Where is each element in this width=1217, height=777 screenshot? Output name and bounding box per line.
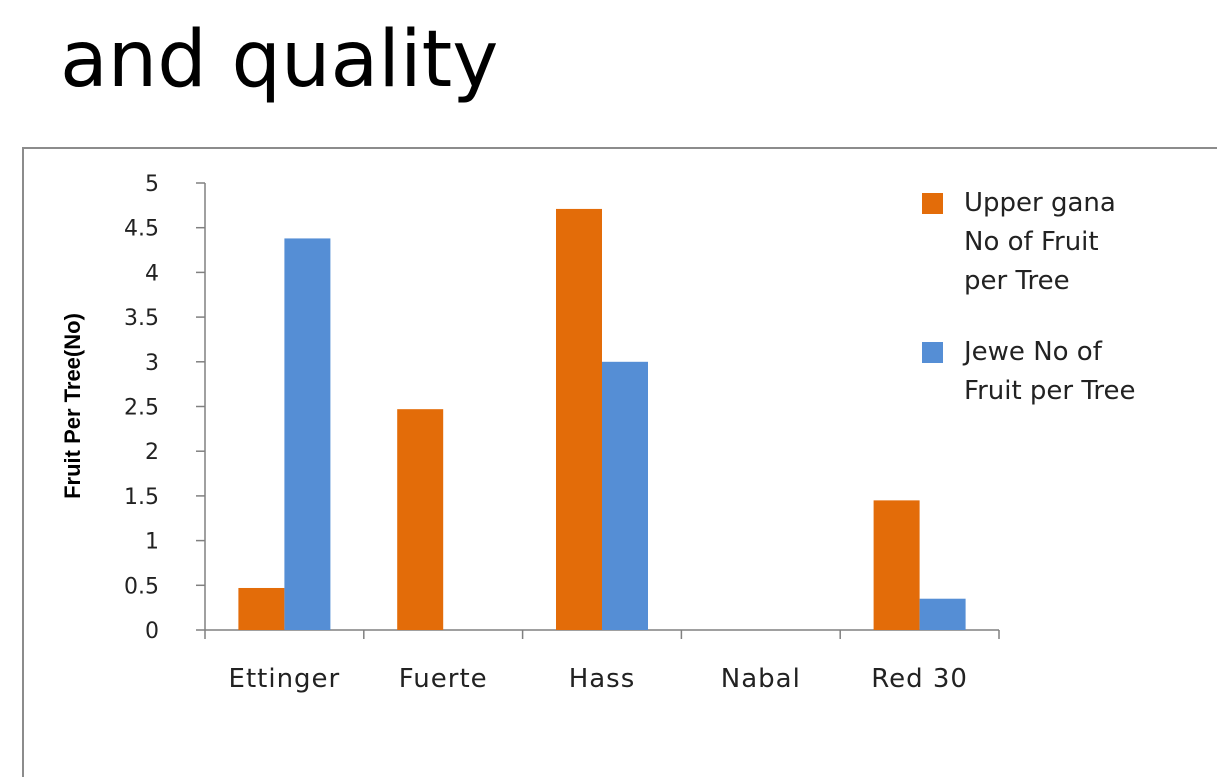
y-tick-label: 3.5	[124, 306, 159, 331]
bar-jewe-hass	[602, 361, 648, 630]
x-category-label: Nabal	[721, 664, 801, 694]
bar-chart: Fruit Per Tree(No) 0 0.5 1 1.5 2 2.5 3 3.5 4 4.5 5…	[60, 172, 1136, 694]
x-category-label: Hass	[569, 664, 636, 694]
legend: Upper gana No of Fruit per Tree Jewe No of F…	[922, 188, 1136, 406]
y-tick-label: 1.5	[124, 485, 159, 510]
y-tick-label: 2	[145, 440, 159, 465]
legend-label: Upper gana	[964, 188, 1116, 218]
y-axis-title: Fruit Per Tree(No)	[60, 313, 85, 499]
legend-label: Jewe No of	[962, 337, 1103, 367]
y-tick-label: 4	[145, 261, 159, 286]
x-category-label: Red 30	[871, 664, 968, 694]
bar-jewe-red-30	[919, 598, 966, 630]
legend-label: Fruit per Tree	[964, 376, 1136, 406]
x-category-label: Ettinger	[229, 664, 341, 694]
y-tick-label: 5	[145, 172, 159, 197]
legend-swatch	[922, 342, 943, 363]
y-tick-label: 0.5	[124, 574, 159, 599]
y-axis-title-group: Fruit Per Tree(No)	[60, 313, 85, 499]
legend-label: per Tree	[964, 266, 1070, 296]
bar-jewe-ettinger	[284, 238, 331, 630]
y-tick-label: 3	[145, 351, 159, 376]
y-tick-label: 4.5	[124, 217, 159, 242]
plot-area: 0 0.5 1 1.5 2 2.5 3 3.5 4 4.5 5 Ettinger Fuerte Hass N…	[124, 172, 1000, 694]
legend-swatch	[922, 193, 943, 214]
y-tick-label: 2.5	[124, 396, 159, 421]
x-category-label: Fuerte	[399, 664, 488, 694]
y-tick-label: 0	[145, 619, 159, 644]
bar-upper-gana-hass	[556, 208, 602, 630]
y-tick-label: 1	[145, 530, 159, 555]
chart-frame: Fruit Per Tree(No) 0 0.5 1 1.5 2 2.5 3 3.5 4 4.5 5…	[22, 147, 1217, 777]
bar-upper-gana-red-30	[873, 500, 920, 630]
slide-title: and quality	[60, 15, 499, 105]
legend-label: No of Fruit	[964, 227, 1099, 257]
bar-upper-gana-ettinger	[238, 587, 285, 630]
bar-upper-gana-fuerte	[397, 409, 444, 630]
